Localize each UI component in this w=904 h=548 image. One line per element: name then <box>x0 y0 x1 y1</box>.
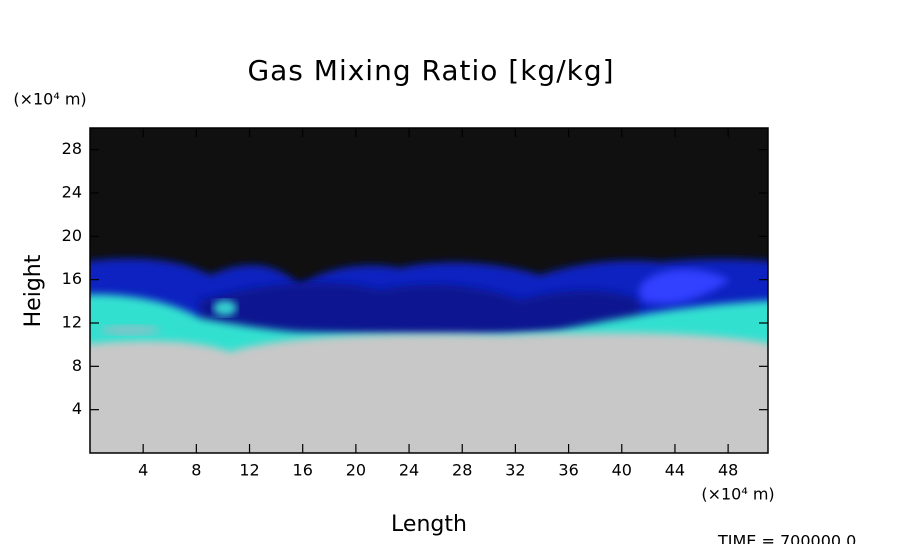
plot-frame <box>89 127 769 454</box>
x-unit: (×10⁴ m) <box>701 485 774 504</box>
y-tick-label: 12 <box>62 313 82 332</box>
time-label: TIME = 700000.0 <box>717 532 856 545</box>
y-tick-label: 16 <box>62 269 82 288</box>
y-tick-label: 28 <box>62 139 82 158</box>
x-tick-label: 48 <box>718 461 738 480</box>
chart-title: Gas Mixing Ratio [kg/kg] <box>247 54 614 87</box>
x-tick-label: 28 <box>452 461 472 480</box>
x-tick-label: 36 <box>558 461 578 480</box>
x-tick-label: 8 <box>191 461 201 480</box>
y-unit: (×10⁴ m) <box>13 90 86 109</box>
x-tick-label: 16 <box>293 461 313 480</box>
y-tick-label: 4 <box>72 399 82 418</box>
x-tick-label: 40 <box>612 461 632 480</box>
x-tick-label: 20 <box>346 461 366 480</box>
y-axis-label: Height <box>21 254 46 327</box>
x-axis-label: Length <box>391 512 467 537</box>
field-image <box>90 128 768 453</box>
y-tick-label: 24 <box>62 183 82 202</box>
x-tick-label: 4 <box>138 461 148 480</box>
x-tick-label: 44 <box>665 461 685 480</box>
x-tick-label: 32 <box>505 461 525 480</box>
x-tick-label: 24 <box>399 461 419 480</box>
x-tick-label: 12 <box>239 461 259 480</box>
y-tick-label: 20 <box>62 226 82 245</box>
y-tick-label: 8 <box>72 356 82 375</box>
